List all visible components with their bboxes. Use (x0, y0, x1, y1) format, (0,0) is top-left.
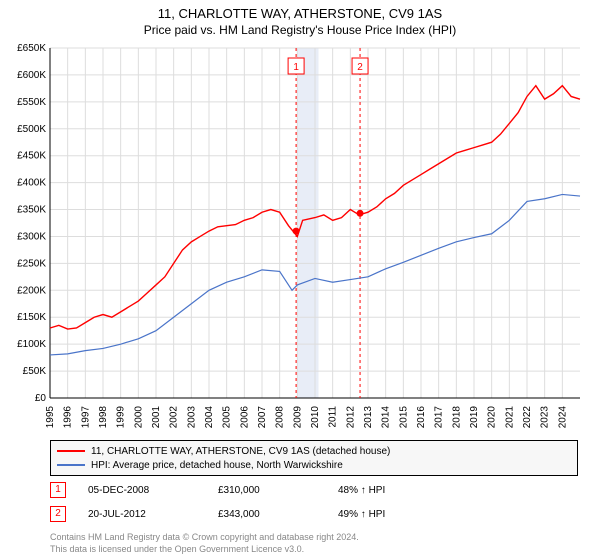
svg-text:2010: 2010 (310, 406, 321, 429)
sale-pct-1: 48% ↑ HPI (338, 485, 385, 496)
svg-text:2012: 2012 (345, 406, 356, 429)
svg-text:£600K: £600K (17, 70, 46, 81)
svg-text:1999: 1999 (116, 406, 127, 429)
sale-badge-2: 2 (50, 506, 66, 522)
svg-text:2021: 2021 (504, 406, 515, 429)
svg-text:£300K: £300K (17, 231, 46, 242)
svg-text:2011: 2011 (328, 406, 339, 428)
sale-date-1: 05-DEC-2008 (88, 485, 218, 496)
svg-text:2000: 2000 (133, 406, 144, 429)
sale-row-2: 2 20-JUL-2012 £343,000 49% ↑ HPI (50, 506, 385, 522)
legend-item-property: 11, CHARLOTTE WAY, ATHERSTONE, CV9 1AS (… (57, 444, 571, 458)
svg-text:2015: 2015 (398, 406, 409, 429)
sale-pct-2: 49% ↑ HPI (338, 509, 385, 520)
svg-text:2014: 2014 (381, 406, 392, 429)
svg-text:2017: 2017 (434, 406, 445, 429)
svg-text:1995: 1995 (45, 406, 56, 429)
legend-item-hpi: HPI: Average price, detached house, Nort… (57, 458, 571, 472)
svg-text:1998: 1998 (98, 406, 109, 429)
svg-text:2013: 2013 (363, 406, 374, 429)
sale-badge-1: 1 (50, 482, 66, 498)
svg-text:2008: 2008 (275, 406, 286, 429)
svg-text:2024: 2024 (557, 406, 568, 429)
svg-text:2022: 2022 (522, 406, 533, 429)
svg-text:2009: 2009 (292, 406, 303, 429)
svg-text:2004: 2004 (204, 406, 215, 429)
svg-text:£650K: £650K (17, 43, 46, 54)
svg-text:£200K: £200K (17, 285, 46, 296)
sale-date-2: 20-JUL-2012 (88, 509, 218, 520)
legend-label-property: 11, CHARLOTTE WAY, ATHERSTONE, CV9 1AS (… (91, 446, 390, 457)
svg-text:£50K: £50K (23, 366, 47, 377)
svg-text:1996: 1996 (63, 406, 74, 429)
svg-text:£150K: £150K (17, 312, 46, 323)
svg-text:2016: 2016 (416, 406, 427, 429)
svg-text:£0: £0 (35, 393, 47, 404)
svg-text:£500K: £500K (17, 124, 46, 135)
svg-text:2019: 2019 (469, 406, 480, 429)
legend: 11, CHARLOTTE WAY, ATHERSTONE, CV9 1AS (… (50, 440, 578, 476)
svg-text:2001: 2001 (151, 406, 162, 429)
svg-text:2007: 2007 (257, 406, 268, 429)
svg-text:£100K: £100K (17, 339, 46, 350)
svg-text:£450K: £450K (17, 151, 46, 162)
svg-text:£250K: £250K (17, 258, 46, 269)
svg-text:1: 1 (293, 62, 299, 73)
svg-text:2003: 2003 (186, 406, 197, 429)
chart-container: 11, CHARLOTTE WAY, ATHERSTONE, CV9 1AS P… (0, 0, 600, 560)
svg-text:2: 2 (357, 62, 363, 73)
price-chart: £0 £50K £100K £150K £200K £250K £300K £350K £400… (0, 0, 600, 440)
svg-text:£350K: £350K (17, 205, 46, 216)
legend-swatch-hpi (57, 464, 85, 466)
svg-text:2006: 2006 (239, 406, 250, 429)
svg-text:2002: 2002 (169, 406, 180, 429)
sale-price-2: £343,000 (218, 509, 338, 520)
svg-text:£550K: £550K (17, 97, 46, 108)
svg-text:1997: 1997 (80, 406, 91, 429)
sale-row-1: 1 05-DEC-2008 £310,000 48% ↑ HPI (50, 482, 385, 498)
legend-swatch-property (57, 450, 85, 452)
svg-text:2020: 2020 (487, 406, 498, 429)
sale-price-1: £310,000 (218, 485, 338, 496)
footer-line-1: Contains HM Land Registry data © Crown c… (50, 532, 359, 542)
svg-text:2023: 2023 (540, 406, 551, 429)
svg-text:2018: 2018 (451, 406, 462, 429)
footer-line-2: This data is licensed under the Open Gov… (50, 544, 304, 554)
legend-label-hpi: HPI: Average price, detached house, Nort… (91, 460, 343, 471)
svg-text:£400K: £400K (17, 178, 46, 189)
svg-text:2005: 2005 (222, 406, 233, 429)
